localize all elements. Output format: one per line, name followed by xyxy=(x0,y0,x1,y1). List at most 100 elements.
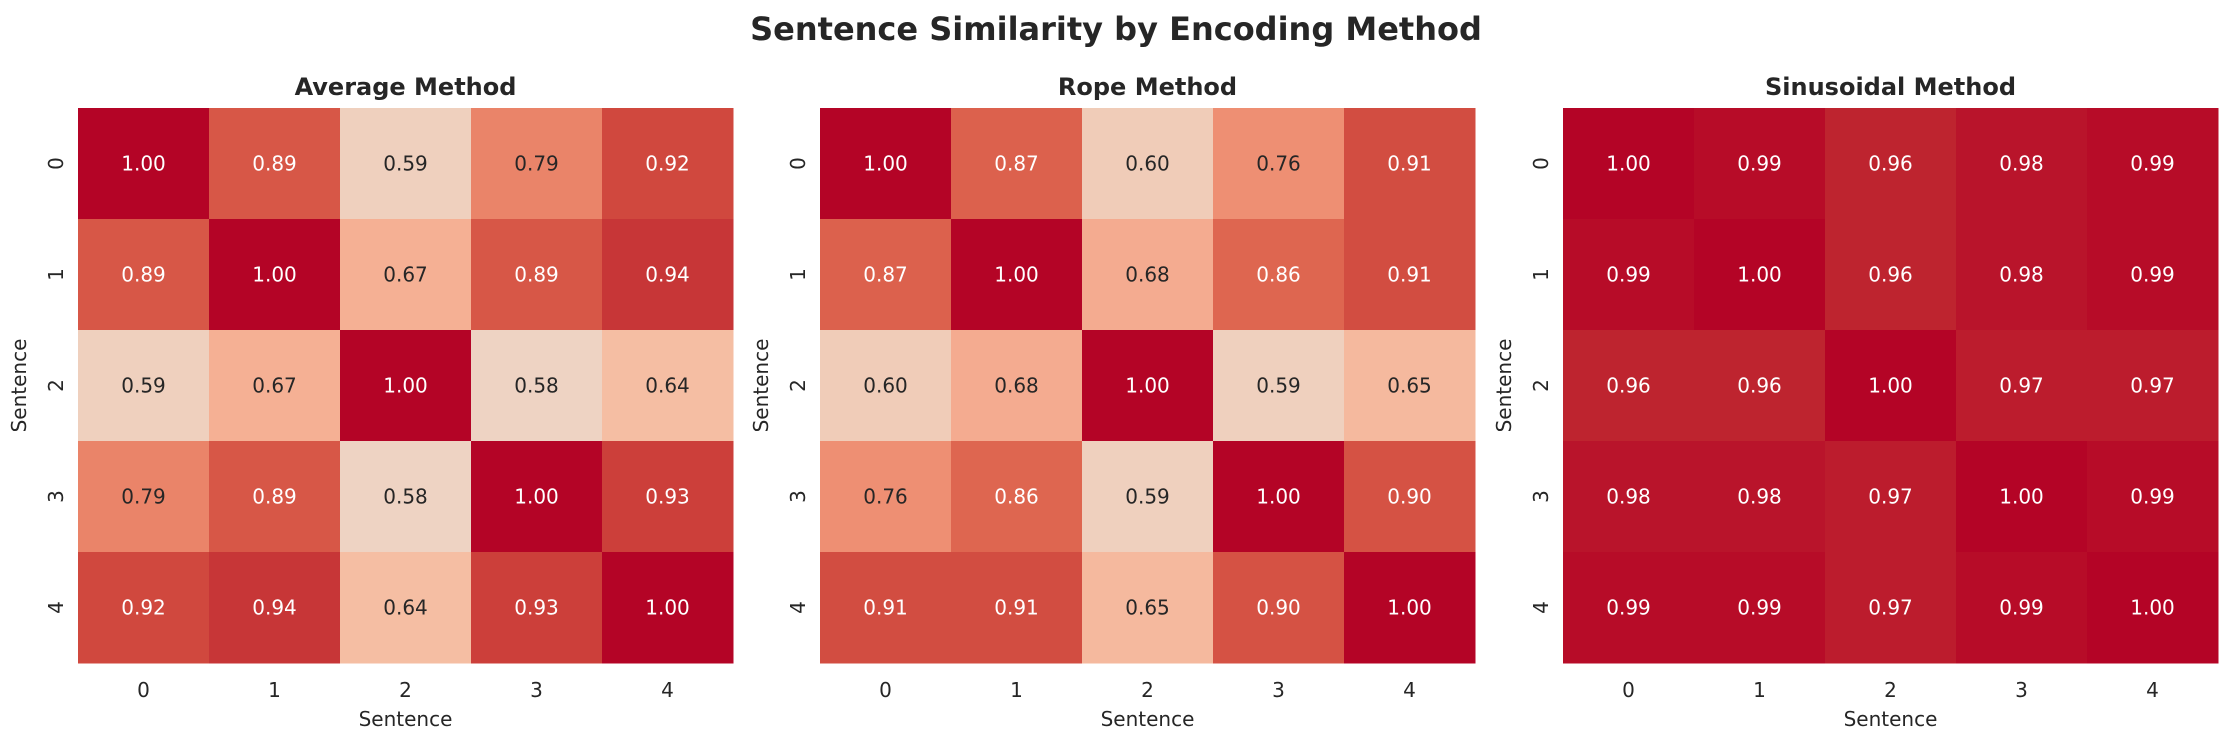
cell-value-label: 0.98 xyxy=(1606,485,1651,509)
cell-value-label: 0.97 xyxy=(2130,374,2175,398)
heatmap-cell xyxy=(602,219,734,331)
y-axis-label: Sentence xyxy=(1492,339,1516,433)
heatmap-cell xyxy=(471,108,603,220)
cell-value-label: 0.89 xyxy=(252,152,297,176)
heatmap-cell xyxy=(1213,219,1345,331)
cell-value-label: 0.94 xyxy=(645,263,690,287)
heatmap-cell xyxy=(1344,330,1476,442)
heatmap-panel: Sinusoidal Method 1.00 0.99 0.96 0.98 0.99 0.9… xyxy=(1492,73,2219,731)
heatmap-cell xyxy=(1694,108,1826,220)
cell-value-label: 1.00 xyxy=(1256,485,1301,509)
heatmap-cell xyxy=(1563,330,1695,442)
heatmap-cell xyxy=(951,219,1083,331)
cell-value-label: 0.86 xyxy=(994,485,1039,509)
heatmap-cell xyxy=(1956,330,2088,442)
heatmap-cell xyxy=(78,552,210,664)
heatmap-cell xyxy=(209,219,341,331)
heatmap-cell xyxy=(340,108,472,220)
cell-value-label: 0.90 xyxy=(1256,596,1301,620)
heatmap-cell xyxy=(2087,219,2219,331)
heatmap-cell xyxy=(1563,108,1695,220)
y-tick-label: 3 xyxy=(1529,490,1553,503)
cell-value-label: 0.96 xyxy=(1606,374,1651,398)
heatmap-cell xyxy=(1825,552,1957,664)
cell-value-label: 0.87 xyxy=(863,263,908,287)
heatmap-cell xyxy=(2087,330,2219,442)
cell-value-label: 0.96 xyxy=(1868,152,1913,176)
y-tick-label: 2 xyxy=(786,379,810,392)
y-axis-label: Sentence xyxy=(7,339,31,433)
cell-value-label: 0.98 xyxy=(1999,263,2044,287)
heatmap-cell xyxy=(209,441,341,553)
cell-value-label: 0.94 xyxy=(252,596,297,620)
x-tick-label: 4 xyxy=(2146,678,2159,702)
heatmap-cell xyxy=(1082,552,1214,664)
heatmap-cell xyxy=(602,330,734,442)
heatmap-cell xyxy=(951,552,1083,664)
heatmap-cell xyxy=(1825,108,1957,220)
heatmap-cell xyxy=(951,441,1083,553)
heatmap-cell xyxy=(1563,441,1695,553)
heatmap-panel: Rope Method 1.00 0.87 0.60 0.76 0.91 0.87 1.00 0… xyxy=(749,73,1476,731)
cell-value-label: 0.87 xyxy=(994,152,1039,176)
x-tick-label: 3 xyxy=(1272,678,1285,702)
heatmap-cell xyxy=(820,219,952,331)
x-tick-label: 0 xyxy=(137,678,150,702)
heatmap-cell xyxy=(1082,441,1214,553)
cell-value-label: 0.65 xyxy=(1387,374,1432,398)
cell-value-label: 1.00 xyxy=(1125,374,1170,398)
heatmap-cell xyxy=(1213,441,1345,553)
y-tick-label: 0 xyxy=(1529,157,1553,170)
cell-value-label: 0.96 xyxy=(1868,263,1913,287)
heatmap-cell xyxy=(602,441,734,553)
heatmap-cell xyxy=(340,330,472,442)
cell-value-label: 0.90 xyxy=(1387,485,1432,509)
cell-value-label: 0.59 xyxy=(383,152,428,176)
heatmap-cell xyxy=(1694,219,1826,331)
heatmap-cell xyxy=(209,552,341,664)
cell-value-label: 0.99 xyxy=(1737,152,1782,176)
cell-value-label: 1.00 xyxy=(994,263,1039,287)
cell-value-label: 0.98 xyxy=(1737,485,1782,509)
cell-value-label: 0.99 xyxy=(1606,263,1651,287)
cell-value-label: 0.59 xyxy=(1125,485,1170,509)
panel-title: Rope Method xyxy=(1058,73,1237,101)
x-axis-label: Sentence xyxy=(1844,707,1938,731)
x-tick-label: 2 xyxy=(1141,678,1154,702)
heatmap-cell xyxy=(209,330,341,442)
heatmap-cell xyxy=(1694,330,1826,442)
cell-value-label: 0.60 xyxy=(1125,152,1170,176)
cell-value-label: 1.00 xyxy=(1999,485,2044,509)
x-tick-label: 2 xyxy=(399,678,412,702)
heatmap-cell xyxy=(2087,441,2219,553)
cell-value-label: 0.64 xyxy=(645,374,690,398)
heatmap-cell xyxy=(2087,552,2219,664)
y-tick-label: 1 xyxy=(786,268,810,281)
cell-value-label: 0.93 xyxy=(514,596,559,620)
y-tick-label: 3 xyxy=(786,490,810,503)
x-tick-label: 4 xyxy=(1403,678,1416,702)
x-tick-label: 1 xyxy=(268,678,281,702)
heatmap-cell xyxy=(820,108,952,220)
heatmap-cell xyxy=(1213,552,1345,664)
cell-value-label: 0.93 xyxy=(645,485,690,509)
y-axis-label: Sentence xyxy=(749,339,773,433)
y-tick-label: 1 xyxy=(44,268,68,281)
cell-value-label: 0.96 xyxy=(1737,374,1782,398)
cell-value-label: 1.00 xyxy=(645,596,690,620)
cell-value-label: 0.92 xyxy=(121,596,166,620)
y-tick-label: 4 xyxy=(44,601,68,614)
heatmap-cell xyxy=(1563,219,1695,331)
heatmap-cell xyxy=(820,552,952,664)
heatmap-cell xyxy=(471,441,603,553)
heatmap-cell xyxy=(1213,108,1345,220)
cell-value-label: 0.60 xyxy=(863,374,908,398)
figure-title: Sentence Similarity by Encoding Method xyxy=(750,10,1482,48)
cell-value-label: 0.58 xyxy=(383,485,428,509)
cell-value-label: 0.58 xyxy=(514,374,559,398)
x-tick-label: 1 xyxy=(1010,678,1023,702)
cell-value-label: 1.00 xyxy=(121,152,166,176)
cell-value-label: 0.99 xyxy=(1737,596,1782,620)
cell-value-label: 1.00 xyxy=(863,152,908,176)
